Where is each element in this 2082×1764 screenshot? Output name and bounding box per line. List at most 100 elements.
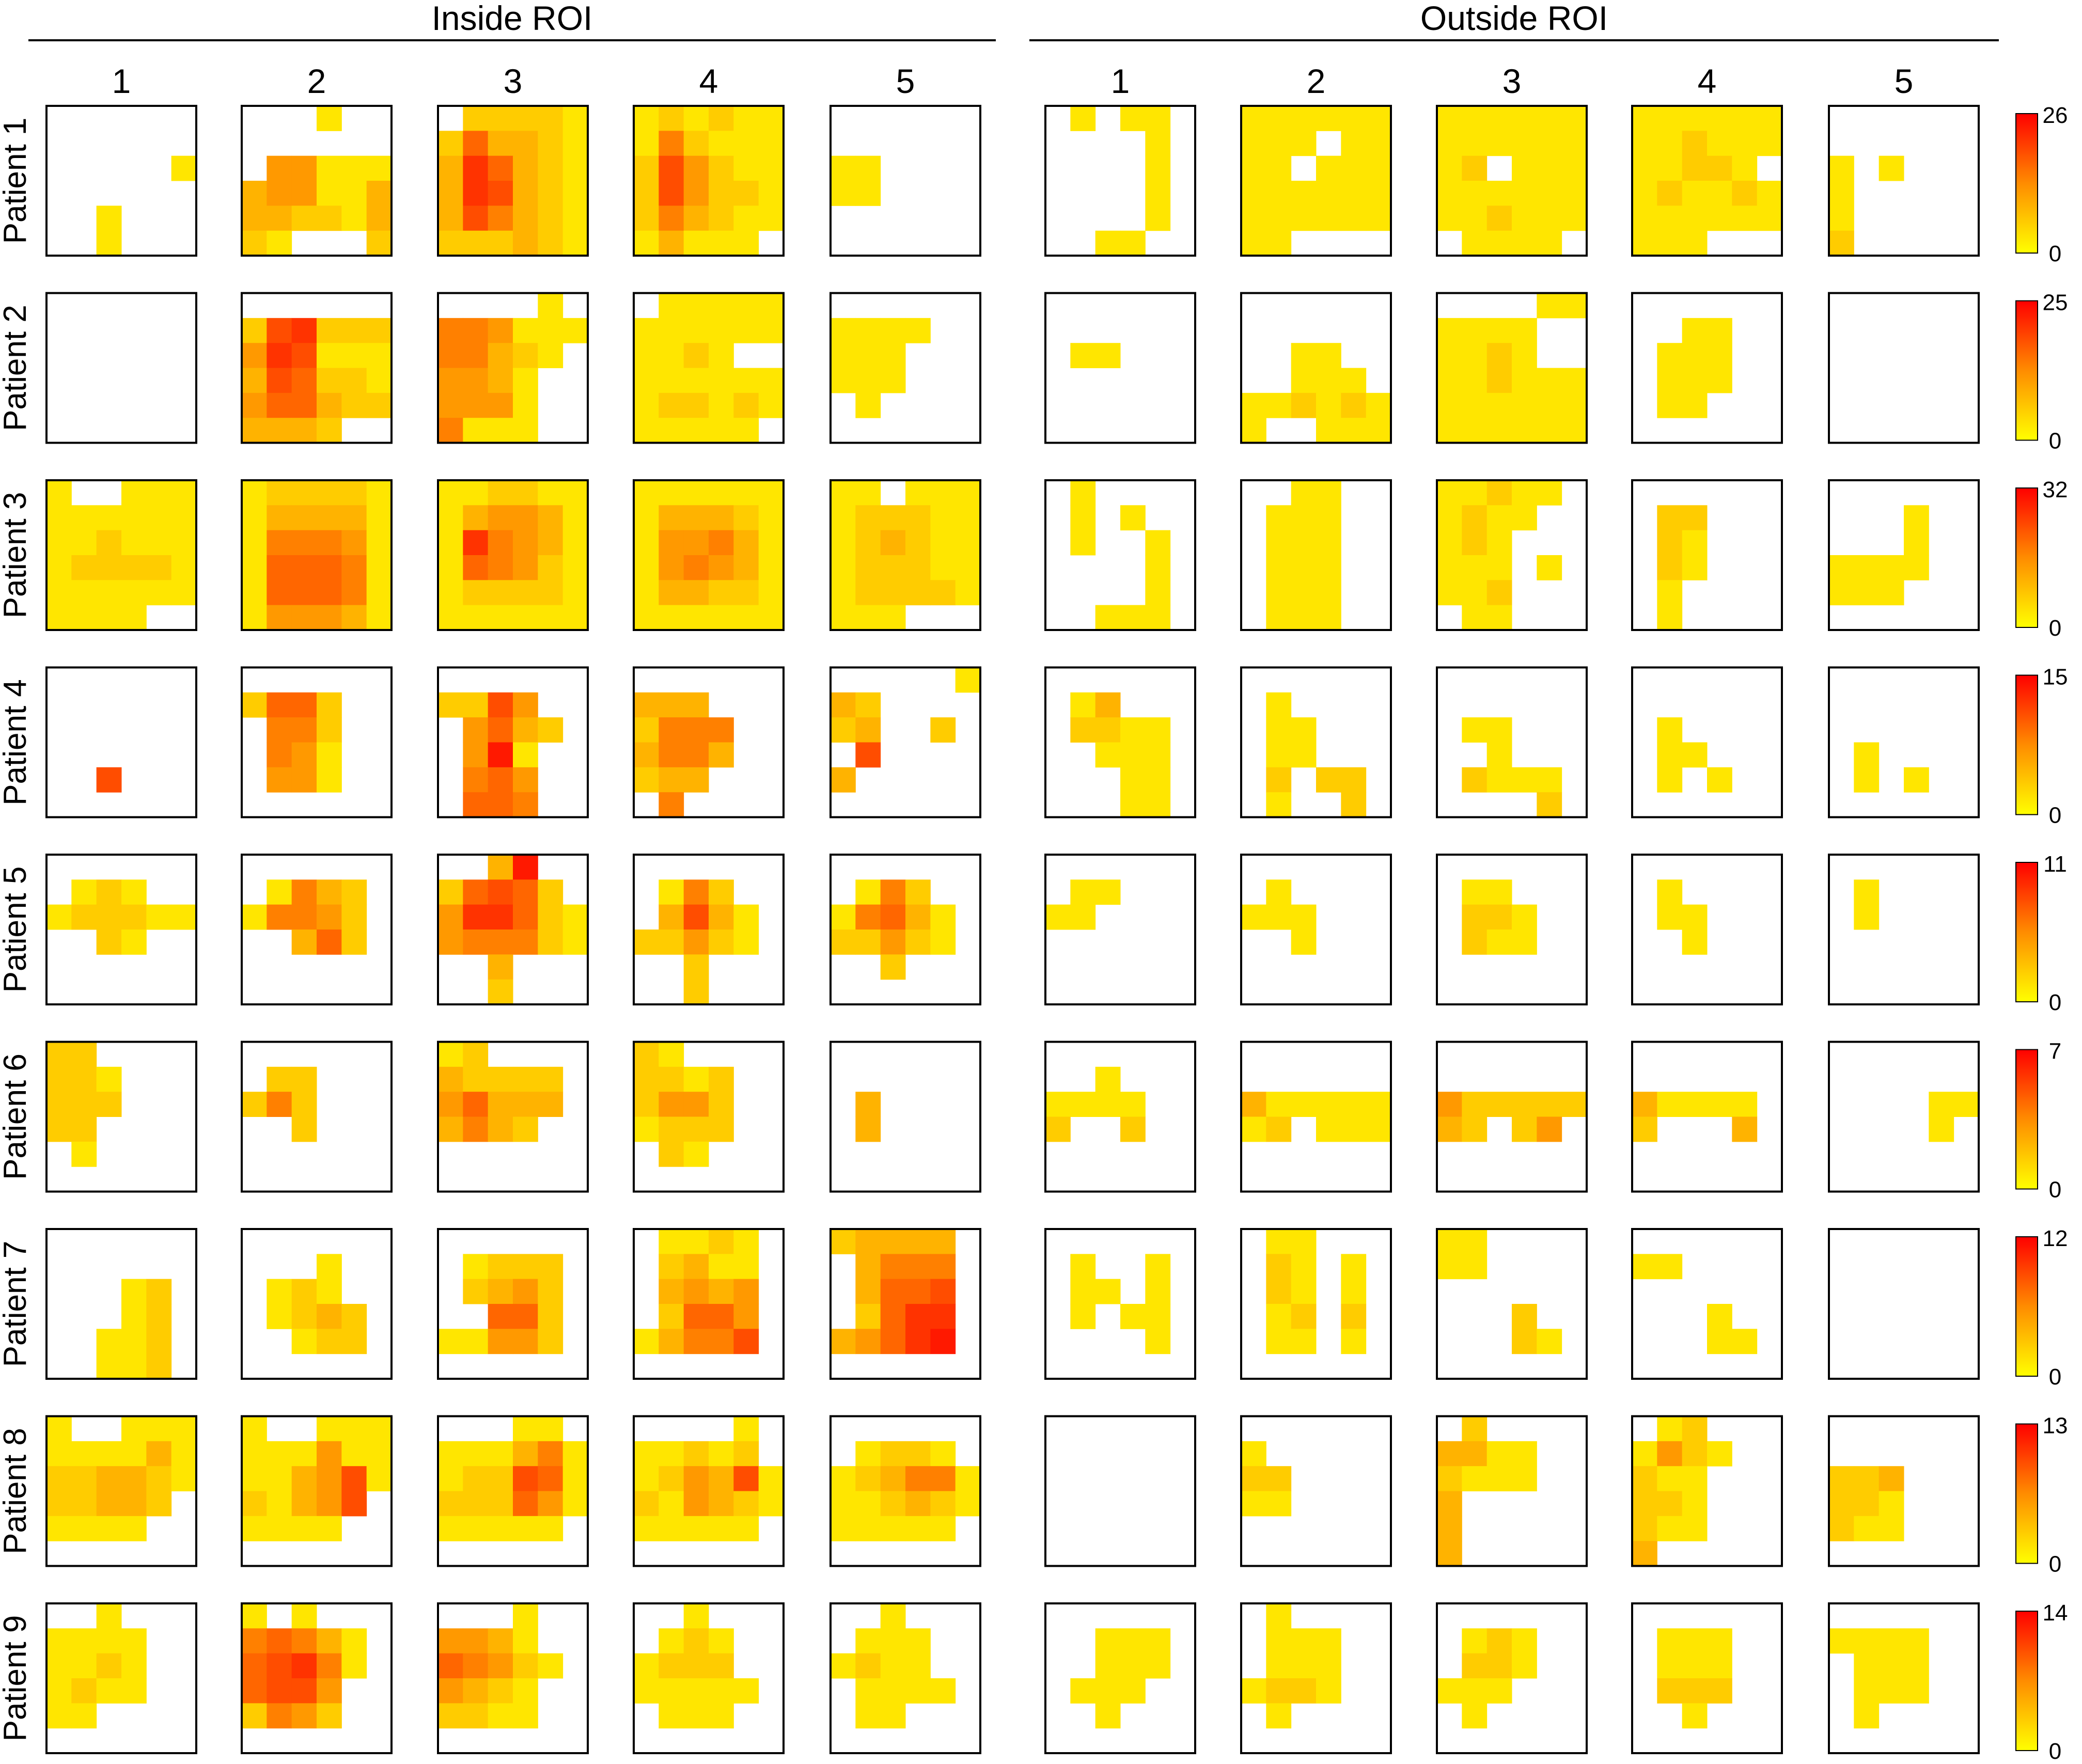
heatmap-cell [96, 230, 122, 256]
heatmap-cell [659, 1279, 684, 1304]
heatmap-cell [317, 692, 342, 718]
heatmap-cell [341, 1441, 367, 1467]
heatmap-cell [242, 1516, 267, 1541]
heatmap-cell [758, 106, 784, 131]
heatmap-cell [171, 1416, 197, 1442]
heatmap-cell [291, 392, 317, 418]
heatmap-cell [683, 1603, 709, 1629]
heatmap-panel [1044, 292, 1196, 444]
heatmap-cell [1266, 505, 1292, 531]
heatmap-cell [1657, 1516, 1683, 1541]
heatmap-cell [1854, 742, 1880, 768]
panel-frame [1631, 105, 1783, 257]
heatmap-cell [683, 206, 709, 231]
heatmap-cell [317, 418, 342, 443]
heatmap-cell [683, 1678, 709, 1704]
heatmap-cell [683, 505, 709, 531]
heatmap-cell [538, 1329, 563, 1354]
heatmap-cell [46, 1678, 72, 1704]
heatmap-cell [831, 692, 856, 718]
heatmap-cell [121, 1491, 147, 1517]
heatmap-cell [463, 1116, 489, 1142]
heatmap-cell [1120, 1628, 1146, 1654]
heatmap-panel [45, 1041, 197, 1193]
heatmap-cell [709, 106, 734, 131]
heatmap-cell [1266, 206, 1292, 231]
heatmap-cell [121, 1353, 147, 1379]
heatmap-cell [1437, 580, 1462, 606]
heatmap-cell [1462, 1703, 1488, 1729]
heatmap-cell [880, 1703, 906, 1729]
heatmap-cell [341, 480, 367, 506]
heatmap-cell [267, 692, 292, 718]
heatmap-cell [171, 1441, 197, 1467]
heatmap-cell [1732, 1116, 1758, 1142]
heatmap-cell [1707, 1678, 1732, 1704]
heatmap-cell [1462, 155, 1488, 181]
heatmap-cell [291, 930, 317, 955]
heatmap-cell [463, 343, 489, 368]
heatmap-cell [341, 904, 367, 930]
heatmap-cell [1707, 767, 1732, 793]
heatmap-cell [1341, 392, 1367, 418]
heatmap-cell [513, 1279, 538, 1304]
heatmap-cell [930, 580, 956, 606]
heatmap-cell [1095, 1628, 1121, 1654]
heatmap-cell [317, 1703, 342, 1729]
row-label-patient-6: Patient 6 [0, 1053, 33, 1180]
heatmap-panel [1240, 854, 1392, 1005]
heatmap-cell [71, 530, 97, 556]
heatmap-cell [463, 181, 489, 206]
heatmap-cell [1341, 181, 1367, 206]
heatmap-cell [71, 580, 97, 606]
heatmap-cell [538, 480, 563, 506]
heatmap-cell [855, 1628, 881, 1654]
heatmap-cell [1879, 1516, 1904, 1541]
panel-frame [633, 1041, 785, 1193]
heatmap-cell [880, 368, 906, 393]
heatmap-cell [291, 206, 317, 231]
heatmap-cell [267, 392, 292, 418]
heatmap-cell [1829, 181, 1854, 206]
heatmap-cell [538, 1416, 563, 1442]
panel-frame [1240, 666, 1392, 818]
colorbar-min-label: 0 [2049, 616, 2061, 641]
heatmap-cell [242, 1653, 267, 1679]
heatmap-cell [659, 767, 684, 793]
panel-frame [241, 105, 393, 257]
heatmap-cell [1486, 1092, 1512, 1117]
heatmap-cell [1341, 131, 1367, 156]
heatmap-cell [880, 904, 906, 930]
heatmap-cell [1291, 368, 1317, 393]
heatmap-cell [242, 1092, 267, 1117]
heatmap-cell [1486, 530, 1512, 556]
heatmap-cell [880, 580, 906, 606]
heatmap-cell [758, 368, 784, 393]
colorbar-min-label: 0 [2049, 990, 2061, 1015]
heatmap-cell [341, 580, 367, 606]
heatmap-cell [709, 717, 734, 743]
heatmap-cell [562, 131, 588, 156]
heatmap-cell [709, 1703, 734, 1729]
colorbar-max-label: 12 [2043, 1226, 2068, 1251]
heatmap-cell [1291, 392, 1317, 418]
heatmap-cell [733, 206, 759, 231]
heatmap-cell [930, 1229, 956, 1254]
heatmap-cell [96, 1066, 122, 1092]
heatmap-cell [463, 1279, 489, 1304]
heatmap-cell [438, 181, 463, 206]
heatmap-cell [242, 530, 267, 556]
heatmap-cell [1486, 368, 1512, 393]
heatmap-panel [437, 105, 589, 257]
panel-frame [45, 105, 197, 257]
heatmap-cell [242, 692, 267, 718]
heatmap-cell [930, 555, 956, 580]
heatmap-cell [562, 555, 588, 580]
heatmap-cell [488, 605, 513, 631]
heatmap-cell [1145, 530, 1171, 556]
heatmap-cell [96, 1353, 122, 1379]
heatmap-cell [634, 530, 659, 556]
colorbar [2015, 1049, 2038, 1190]
heatmap-cell [1537, 1092, 1562, 1117]
heatmap-cell [758, 206, 784, 231]
